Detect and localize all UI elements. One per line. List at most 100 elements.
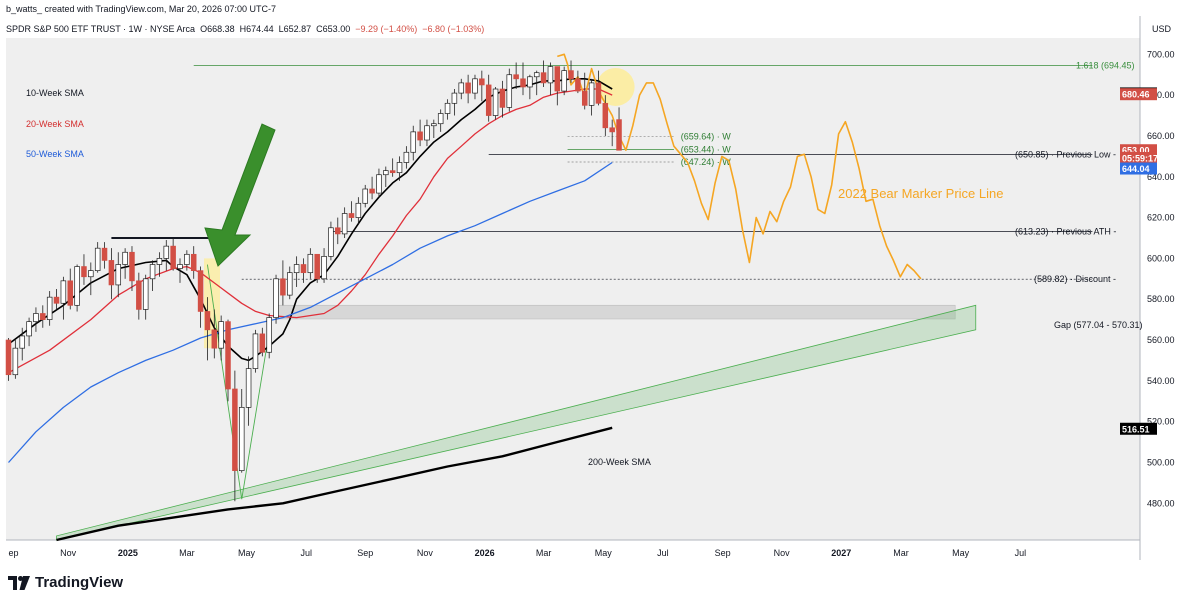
- price-badge-label: 05:59:17: [1122, 153, 1158, 163]
- candle-body: [184, 253, 190, 265]
- plot-background: [6, 38, 1088, 540]
- gap-label: Gap (577.04 - 570.31): [1054, 320, 1143, 330]
- sma10-label: 10-Week SMA: [26, 88, 84, 98]
- candle-body: [465, 82, 471, 94]
- ohlc-low: L652.87: [278, 24, 312, 34]
- price-badge: [1120, 88, 1157, 101]
- ohlc-high: H674.44: [239, 24, 274, 34]
- symbol-name[interactable]: SPDR S&P 500 ETF TRUST · 1W · NYSE Arca: [6, 24, 196, 34]
- uptrend-channel: [56, 304, 977, 541]
- y-tick-label: 680.00: [1147, 90, 1175, 100]
- candle-body: [595, 82, 602, 104]
- candle-body: [369, 188, 375, 194]
- fib-level-label: 1.618 (694.45): [1076, 61, 1135, 71]
- x-tick-label: Sep: [357, 548, 373, 558]
- x-tick-label: Sep: [715, 548, 731, 558]
- candle-body: [479, 78, 485, 86]
- tradingview-logo-icon: [8, 575, 30, 590]
- candle-body: [575, 78, 581, 92]
- y-tick-label: 580.00: [1147, 294, 1175, 304]
- currency-label[interactable]: USD: [1152, 24, 1172, 34]
- y-tick-label: 560.00: [1147, 335, 1175, 345]
- candle-body: [561, 70, 567, 92]
- candle-body: [67, 280, 73, 306]
- candle-body: [170, 245, 176, 269]
- x-tick-label: Jul: [1015, 548, 1027, 558]
- candle-body: [307, 253, 314, 274]
- x-tick-label: 2027: [831, 548, 851, 558]
- x-tick-label: Nov: [60, 548, 77, 558]
- bear-line-label: 2022 Bear Marker Price Line: [838, 186, 1003, 201]
- candle-body: [499, 88, 506, 108]
- previous-low-label: (650.85) · Previous Low -: [1015, 150, 1116, 160]
- candle-body: [444, 102, 451, 114]
- candle-body: [122, 251, 128, 265]
- attribution-text: b_watts_ created with TradingView.com, M…: [6, 4, 276, 14]
- sma50-line: [8, 161, 613, 463]
- candle-body: [485, 84, 492, 116]
- candle-body: [396, 162, 403, 174]
- gap-zone: [275, 304, 956, 320]
- candle-body: [513, 74, 519, 80]
- ohlc-change-secondary: −6.80 (−1.03%): [422, 24, 485, 34]
- y-tick-label: 620.00: [1147, 213, 1175, 223]
- candle-body: [88, 270, 94, 278]
- candle-body: [238, 407, 245, 471]
- candle-body: [506, 74, 513, 108]
- x-tick-label: Mar: [893, 548, 909, 558]
- sma200-label: 200-Week SMA: [588, 457, 651, 467]
- candle-body: [527, 76, 533, 88]
- ohlc-change: −9.29 (−1.40%): [355, 24, 418, 34]
- candle-body: [389, 170, 396, 174]
- sma20-label: 20-Week SMA: [26, 119, 84, 129]
- y-tick-label: 480.00: [1147, 498, 1175, 508]
- x-tick-label: 2025: [118, 548, 138, 558]
- previous-ath-label: (613.23) · Previous ATH -: [1015, 226, 1116, 236]
- candle-body: [60, 280, 67, 304]
- label-gutter: [1088, 38, 1140, 540]
- symbol-header: SPDR S&P 500 ETF TRUST · 1W · NYSE Arca …: [6, 24, 484, 34]
- candle-body: [129, 251, 135, 282]
- sma200-line: [56, 426, 613, 542]
- candle-body: [115, 264, 122, 286]
- x-tick-label: May: [595, 548, 613, 558]
- tradingview-logo[interactable]: TradingView: [8, 574, 123, 591]
- candle-body: [314, 253, 320, 280]
- candle-body: [273, 278, 279, 318]
- candle-body: [362, 188, 368, 204]
- candle-body: [383, 170, 389, 176]
- candle-body: [403, 151, 410, 163]
- candle-body: [547, 66, 554, 84]
- candle-body: [355, 202, 362, 218]
- down-arrow-icon: [204, 123, 276, 267]
- x-tick-label: Nov: [417, 548, 434, 558]
- w-level-label: (659.64) · W: [681, 132, 732, 142]
- price-badge: [1120, 162, 1157, 175]
- candle-body: [321, 255, 327, 280]
- candle-body: [341, 213, 348, 235]
- candle-body: [348, 213, 355, 218]
- candle-body: [568, 70, 574, 80]
- candle-body: [142, 278, 149, 310]
- candle-body: [26, 321, 32, 337]
- y-tick-label: 700.00: [1147, 49, 1175, 59]
- candle-body: [81, 266, 87, 278]
- x-tick-label: 2026: [475, 548, 495, 558]
- candle-body: [197, 270, 204, 312]
- candle-body: [211, 329, 218, 349]
- candle-body: [245, 368, 252, 408]
- candle-body: [581, 90, 588, 106]
- candle-body: [540, 72, 547, 84]
- ohlc-close: C653.00: [316, 24, 351, 34]
- price-badge: [1120, 422, 1157, 435]
- candle-body: [232, 388, 238, 471]
- w-level-label: (647.24) · W: [681, 157, 732, 167]
- candle-body: [451, 92, 458, 104]
- discount-label: (589.82) · Discount -: [1034, 274, 1116, 284]
- candle-body: [280, 278, 286, 296]
- candle-body: [12, 347, 19, 376]
- candle-body: [19, 335, 25, 349]
- x-tick-label: Mar: [536, 548, 552, 558]
